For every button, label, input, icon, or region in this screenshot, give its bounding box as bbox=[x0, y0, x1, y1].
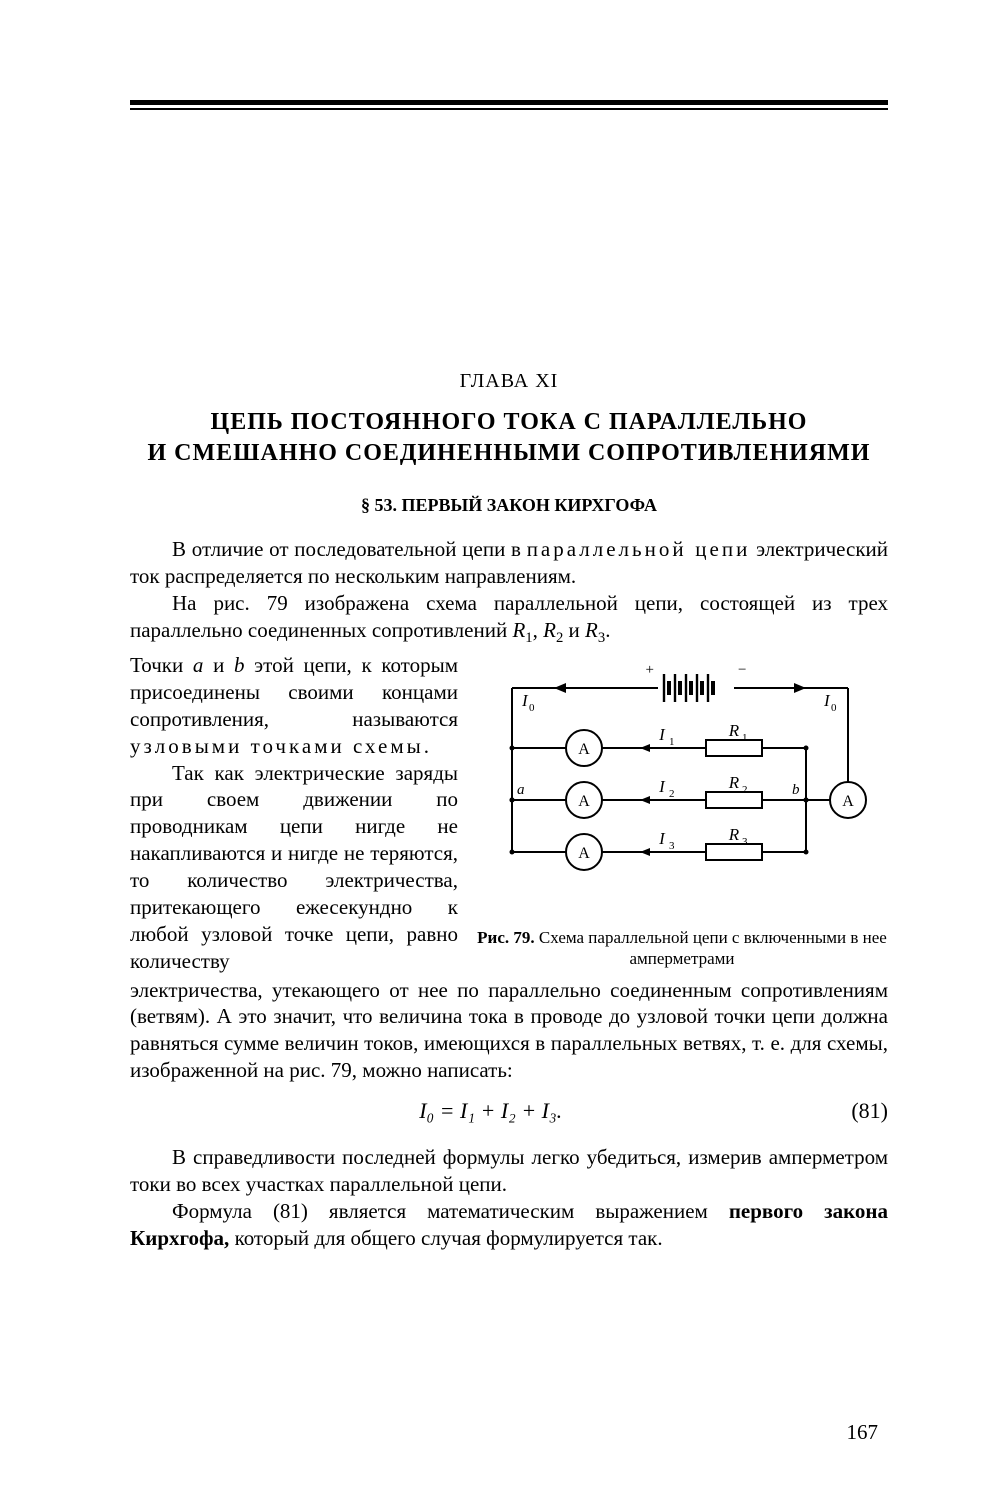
equation-number: (81) bbox=[851, 1098, 888, 1124]
circuit-diagram: +−I0I0AabAI1R1AI2R2AI3R3 bbox=[476, 652, 886, 912]
svg-text:2: 2 bbox=[669, 788, 675, 800]
paragraph-2: На рис. 79 изображена схема параллельной… bbox=[130, 590, 888, 648]
section-heading: § 53. ПЕРВЫЙ ЗАКОН КИРХГОФА bbox=[130, 495, 888, 516]
svg-text:I: I bbox=[658, 829, 666, 848]
figure-column: +−I0I0AabAI1R1AI2R2AI3R3 Рис. 79. Схема … bbox=[476, 652, 888, 975]
text-figure-block: Точки a и b этой цепи, к ко­торым присое… bbox=[130, 652, 888, 975]
svg-text:0: 0 bbox=[831, 702, 837, 714]
svg-text:R: R bbox=[728, 721, 740, 740]
svg-text:a: a bbox=[517, 782, 525, 798]
svg-text:I: I bbox=[658, 777, 666, 796]
svg-text:1: 1 bbox=[669, 736, 675, 748]
equation-text: I₀ = I₁ + I₂ + I₃. bbox=[130, 1098, 851, 1124]
rule-thick bbox=[130, 100, 888, 105]
svg-text:R: R bbox=[728, 773, 740, 792]
left-column: Точки a и b этой цепи, к ко­торым присое… bbox=[130, 652, 458, 975]
svg-text:0: 0 bbox=[529, 702, 535, 714]
paragraph-3: Точки a и b этой цепи, к ко­торым присое… bbox=[130, 652, 458, 760]
svg-text:I: I bbox=[521, 691, 529, 710]
title-line-2: И СМЕШАННО СОЕДИНЕННЫМИ СОПРОТИВЛЕНИЯМИ bbox=[148, 440, 871, 466]
svg-text:I: I bbox=[658, 725, 666, 744]
svg-text:I: I bbox=[823, 691, 831, 710]
body-text: В отличие от последовательной цепи в пар… bbox=[130, 536, 888, 648]
svg-text:3: 3 bbox=[742, 836, 748, 848]
body-text-after-formula: В справедливости последней формулы легко… bbox=[130, 1144, 888, 1252]
paragraph-6: В справедливости последней формулы легко… bbox=[130, 1144, 888, 1198]
svg-text:A: A bbox=[578, 741, 590, 758]
paragraph-5: электричества, утекающего от нее по пара… bbox=[130, 977, 888, 1085]
svg-text:A: A bbox=[578, 793, 590, 810]
equation-81: I₀ = I₁ + I₂ + I₃. (81) bbox=[130, 1098, 888, 1124]
paragraph-7: Формула (81) является математическим выр… bbox=[130, 1198, 888, 1252]
svg-text:3: 3 bbox=[669, 840, 675, 852]
figure-caption: Рис. 79. Схема параллельной цепи с включ… bbox=[476, 927, 888, 970]
chapter-title: ЦЕПЬ ПОСТОЯННОГО ТОКА С ПАРАЛЛЕЛЬНО И СМ… bbox=[130, 407, 888, 469]
body-text-continued: электричества, утекающего от нее по пара… bbox=[130, 977, 888, 1085]
svg-text:−: − bbox=[738, 662, 746, 678]
svg-text:+: + bbox=[646, 662, 654, 678]
chapter-label: ГЛАВА XI bbox=[130, 370, 888, 393]
page: ГЛАВА XI ЦЕПЬ ПОСТОЯННОГО ТОКА С ПАРАЛЛЕ… bbox=[0, 0, 993, 1500]
paragraph-4: Так как электрические заряды при своем д… bbox=[130, 760, 458, 975]
svg-text:1: 1 bbox=[742, 732, 748, 744]
page-number: 167 bbox=[847, 1420, 879, 1445]
svg-text:A: A bbox=[842, 793, 854, 810]
title-line-1: ЦЕПЬ ПОСТОЯННОГО ТОКА С ПАРАЛЛЕЛЬНО bbox=[211, 409, 808, 435]
rule-thin bbox=[130, 108, 888, 110]
svg-text:R: R bbox=[728, 825, 740, 844]
svg-text:A: A bbox=[578, 845, 590, 862]
svg-text:2: 2 bbox=[742, 784, 748, 796]
paragraph-1: В отличие от последовательной цепи в пар… bbox=[130, 536, 888, 590]
svg-text:b: b bbox=[792, 782, 800, 798]
